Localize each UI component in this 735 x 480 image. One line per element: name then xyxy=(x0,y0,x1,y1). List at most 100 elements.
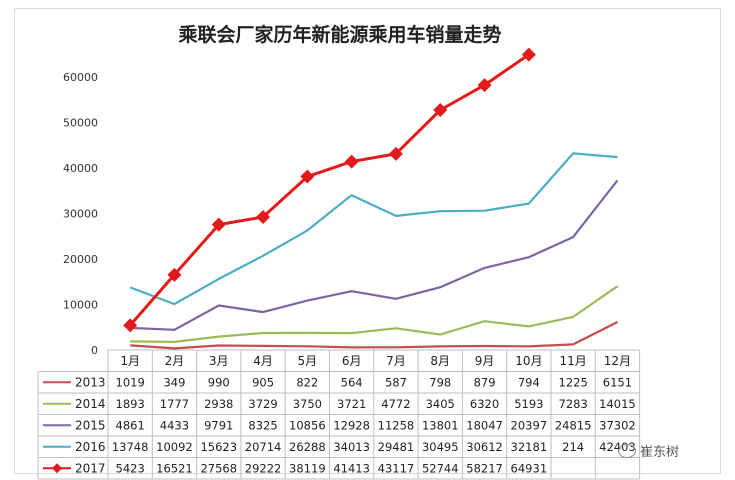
table-cell: 5193 xyxy=(514,397,543,411)
table-cell: 20397 xyxy=(511,418,548,432)
table-cell: 29222 xyxy=(245,461,282,475)
table-cell: 905 xyxy=(252,375,274,389)
chart-title: 乘联会厂家历年新能源乘用车销量走势 xyxy=(177,23,501,46)
table-cell: 587 xyxy=(385,375,407,389)
table-cell: 34013 xyxy=(333,440,370,454)
table-cell: 10856 xyxy=(289,418,326,432)
chart-frame xyxy=(14,8,721,474)
table-cell: 26288 xyxy=(289,440,326,454)
y-tick-label: 0 xyxy=(91,344,98,357)
data-point-2017 xyxy=(433,103,448,118)
table-cell: 30495 xyxy=(422,440,459,454)
table-cell: 214 xyxy=(562,440,584,454)
y-tick-label: 20000 xyxy=(63,253,98,266)
table-cell: 41413 xyxy=(333,461,370,475)
table-cell: 2938 xyxy=(204,397,233,411)
table-cell: 14015 xyxy=(599,397,636,411)
x-tick-label: 4月 xyxy=(253,354,273,368)
table-cell: 30612 xyxy=(466,440,503,454)
x-tick-label: 3月 xyxy=(209,354,229,368)
table-cell: 20714 xyxy=(245,440,282,454)
table-cell: 10092 xyxy=(156,440,193,454)
watermark: 崔东树 xyxy=(618,441,679,460)
x-tick-label: 7月 xyxy=(386,354,406,368)
legend-label: 2013 xyxy=(75,375,106,389)
table-cell: 13748 xyxy=(112,440,149,454)
y-tick-label: 40000 xyxy=(63,162,98,175)
table-cell: 43117 xyxy=(378,461,415,475)
x-tick-label: 11月 xyxy=(560,354,587,368)
table-cell: 29481 xyxy=(378,440,415,454)
series-line-2016 xyxy=(129,152,618,306)
series-line-2015 xyxy=(130,179,619,331)
legend-label: 2014 xyxy=(75,397,106,411)
x-tick-label: 6月 xyxy=(342,354,362,368)
y-tick-label: 10000 xyxy=(63,299,98,312)
table-cell: 11258 xyxy=(378,418,415,432)
y-tick-label: 60000 xyxy=(63,71,98,84)
table-cell: 879 xyxy=(474,375,496,389)
table-cell: 1019 xyxy=(116,375,145,389)
table-cell: 58217 xyxy=(466,461,503,475)
y-tick-label: 30000 xyxy=(63,208,98,221)
data-point-2017 xyxy=(388,146,403,161)
table-cell: 16521 xyxy=(156,461,193,475)
data-point-2017 xyxy=(300,169,315,184)
table-cell: 38119 xyxy=(289,461,326,475)
table-cell: 4772 xyxy=(381,397,410,411)
table-cell: 349 xyxy=(163,375,185,389)
table-cell: 3729 xyxy=(248,397,277,411)
table-cell: 13801 xyxy=(422,418,459,432)
data-point-2017 xyxy=(477,78,492,93)
table-cell: 5423 xyxy=(116,461,145,475)
table-cell: 32181 xyxy=(511,440,548,454)
legend-key-marker xyxy=(52,463,62,474)
x-tick-label: 9月 xyxy=(475,354,495,368)
table-cell: 3750 xyxy=(293,397,322,411)
table-cell: 6151 xyxy=(603,375,632,389)
table-cell: 822 xyxy=(296,375,318,389)
table-cell: 8325 xyxy=(248,418,277,432)
table-cell: 15623 xyxy=(200,440,237,454)
table-cell: 6320 xyxy=(470,397,499,411)
table-cell: 37302 xyxy=(599,418,636,432)
table-cell: 18047 xyxy=(466,418,503,432)
x-tick-label: 12月 xyxy=(604,354,631,368)
table-cell: 52744 xyxy=(422,461,459,475)
table-cell: 24815 xyxy=(555,418,592,432)
table-cell: 27568 xyxy=(200,461,237,475)
legend-label: 2017 xyxy=(75,461,106,475)
table-cell: 564 xyxy=(341,375,363,389)
wechat-icon xyxy=(618,443,636,458)
legend-label: 2015 xyxy=(75,418,106,432)
table-cell: 3721 xyxy=(337,397,366,411)
watermark-text: 崔东树 xyxy=(640,445,680,460)
data-point-2017 xyxy=(521,47,536,62)
table-cell: 9791 xyxy=(204,418,233,432)
table-cell: 990 xyxy=(208,375,230,389)
series-line-2017 xyxy=(129,53,530,327)
table-cell: 64931 xyxy=(511,461,548,475)
data-point-2017 xyxy=(211,217,226,232)
table-cell: 1893 xyxy=(116,397,145,411)
data-point-2017 xyxy=(344,154,359,169)
data-point-2017 xyxy=(167,267,182,282)
legend-label: 2016 xyxy=(75,440,106,454)
table-cell: 1225 xyxy=(559,375,588,389)
table-cell: 4861 xyxy=(116,418,145,432)
table-cell: 7283 xyxy=(559,397,588,411)
table-cell: 3405 xyxy=(426,397,455,411)
table-cell: 798 xyxy=(429,375,451,389)
x-tick-label: 1月 xyxy=(120,354,140,368)
table-cell: 794 xyxy=(518,375,540,389)
data-point-2017 xyxy=(256,210,271,225)
data-point-2017 xyxy=(123,318,138,333)
table-cell: 4433 xyxy=(160,418,189,432)
table-cell: 1777 xyxy=(160,397,189,411)
x-tick-label: 5月 xyxy=(298,354,318,368)
y-tick-label: 50000 xyxy=(63,117,98,130)
table-cell: 12928 xyxy=(333,418,370,432)
series-line-2013 xyxy=(130,321,618,350)
x-tick-label: 2月 xyxy=(165,354,185,368)
